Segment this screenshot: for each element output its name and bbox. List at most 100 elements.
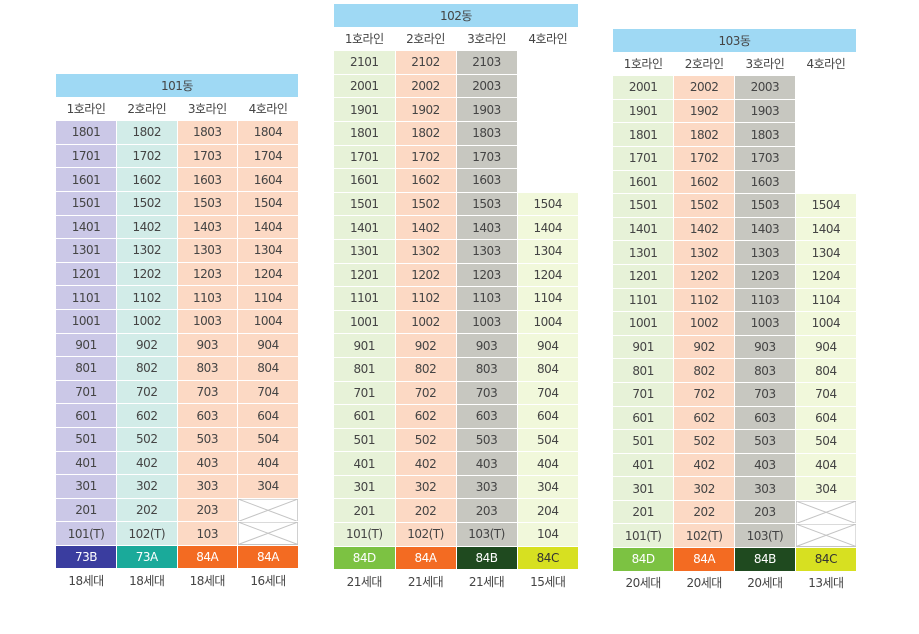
cross-mark-icon <box>796 501 856 524</box>
unit-cell: 1801 <box>56 120 117 145</box>
unit-cell: 302 <box>394 475 456 500</box>
floor-row: 901 902 903 904 <box>334 333 578 358</box>
unit-cell: 104 <box>516 522 578 547</box>
unit-cell: 303 <box>455 475 517 500</box>
unit-type-badge: 84B <box>734 547 796 572</box>
unit-cell: 1101 <box>56 285 117 310</box>
unit-type-badge: 84C <box>516 546 578 571</box>
unit-cell: 901 <box>56 333 117 358</box>
unit-cell: 603 <box>176 403 238 428</box>
unit-cell: 803 <box>176 356 238 381</box>
unit-cell: 1702 <box>673 146 735 171</box>
unit-cell: 102(T) <box>394 522 456 547</box>
household-count: 18세대 <box>116 568 177 594</box>
unit-cell: 102(T) <box>116 521 177 546</box>
unit-cell: 1803 <box>455 121 517 146</box>
empty-cell <box>794 99 856 124</box>
floor-row: 1101 1102 1103 1104 <box>613 288 856 313</box>
line-label: 2호라인 <box>394 27 456 52</box>
floor-row: 301 302 303 304 <box>613 476 856 501</box>
unit-cell: 1103 <box>734 288 796 313</box>
building-table: 103동 1호라인 2호라인 3호라인 4호라인 2001 2002 2003 1901 1902… <box>613 29 856 596</box>
no-unit-cell <box>237 521 298 546</box>
unit-cell: 1703 <box>455 145 517 170</box>
unit-cell: 1402 <box>116 215 177 240</box>
household-count: 18세대 <box>56 568 117 594</box>
floor-row: 401 402 403 404 <box>334 451 578 476</box>
line-header-row: 1호라인 2호라인 3호라인 4호라인 <box>334 27 578 52</box>
unit-cell: 303 <box>176 474 238 499</box>
unit-cell: 202 <box>673 500 735 525</box>
floor-row: 1101 1102 1103 1104 <box>334 286 578 311</box>
unit-cell: 401 <box>56 451 117 476</box>
unit-cell: 1403 <box>734 217 796 242</box>
empty-cell <box>794 75 856 100</box>
unit-cell: 601 <box>56 403 117 428</box>
floor-row: 1601 1602 1603 <box>334 168 578 193</box>
unit-cell: 1102 <box>673 288 735 313</box>
unit-cell: 1504 <box>237 191 298 216</box>
unit-cell: 401 <box>334 451 395 476</box>
unit-cell: 401 <box>613 453 674 478</box>
household-count: 20세대 <box>673 571 735 596</box>
unit-cell: 501 <box>56 427 117 452</box>
floor-row: 101(T) 102(T) 103 <box>56 521 298 546</box>
unit-cell: 1002 <box>116 309 177 334</box>
unit-cell: 1504 <box>516 192 578 217</box>
unit-cell: 1203 <box>176 262 238 287</box>
floor-row: 501 502 503 504 <box>613 429 856 454</box>
unit-cell: 504 <box>237 427 298 452</box>
building-header: 103동 <box>613 29 856 53</box>
unit-cell: 604 <box>237 403 298 428</box>
unit-cell: 1403 <box>176 215 238 240</box>
unit-cell: 1204 <box>237 262 298 287</box>
unit-cell: 1801 <box>613 122 674 147</box>
line-label: 1호라인 <box>56 97 117 122</box>
unit-cell: 404 <box>237 451 298 476</box>
building-header: 102동 <box>334 4 578 28</box>
household-count: 16세대 <box>237 568 298 594</box>
floor-row: 2101 2102 2103 <box>334 50 578 75</box>
unit-cell: 602 <box>116 403 177 428</box>
unit-cell: 1104 <box>516 286 578 311</box>
unit-type-row: 84D 84A 84B 84C <box>334 546 578 571</box>
unit-cell: 1404 <box>516 215 578 240</box>
unit-cell: 402 <box>116 451 177 476</box>
unit-cell: 701 <box>613 382 674 407</box>
unit-cell: 903 <box>176 333 238 358</box>
line-header-row: 1호라인 2호라인 3호라인 4호라인 <box>56 97 298 122</box>
unit-cell: 1703 <box>734 146 796 171</box>
unit-cell: 903 <box>455 333 517 358</box>
line-label: 3호라인 <box>734 52 796 77</box>
unit-cell: 2003 <box>734 75 796 100</box>
floor-row: 401 402 403 404 <box>56 451 298 476</box>
unit-cell: 1302 <box>394 239 456 264</box>
line-label: 3호라인 <box>455 27 517 52</box>
unit-cell: 402 <box>394 451 456 476</box>
unit-cell: 2103 <box>455 50 517 75</box>
unit-cell: 1203 <box>734 264 796 289</box>
floor-row: 201 202 203 204 <box>334 498 578 524</box>
floor-row: 1301 1302 1303 1304 <box>56 238 298 263</box>
building-header: 101동 <box>56 74 298 98</box>
unit-cell: 903 <box>734 335 796 360</box>
unit-cell: 802 <box>394 357 456 382</box>
unit-cell: 1202 <box>394 263 456 288</box>
unit-cell: 1402 <box>673 217 735 242</box>
unit-cell: 1002 <box>673 311 735 336</box>
line-label: 4호라인 <box>794 52 856 77</box>
unit-cell: 2001 <box>613 75 674 100</box>
floor-row: 1701 1702 1703 1704 <box>56 144 298 169</box>
unit-cell: 504 <box>794 429 856 454</box>
unit-cell: 103(T) <box>734 523 796 549</box>
unit-cell: 1501 <box>334 192 395 217</box>
unit-cell: 1301 <box>56 238 117 263</box>
floor-row: 1601 1602 1603 1604 <box>56 167 298 192</box>
floor-row: 1501 1502 1503 1504 <box>334 192 578 217</box>
floor-row: 1801 1802 1803 1804 <box>56 120 298 145</box>
floor-row: 201 202 203 <box>613 500 856 525</box>
unit-cell: 504 <box>516 428 578 453</box>
empty-cell <box>516 74 578 99</box>
unit-cell: 1403 <box>455 215 517 240</box>
floor-row: 101(T) 102(T) 103(T) 104 <box>334 522 578 547</box>
